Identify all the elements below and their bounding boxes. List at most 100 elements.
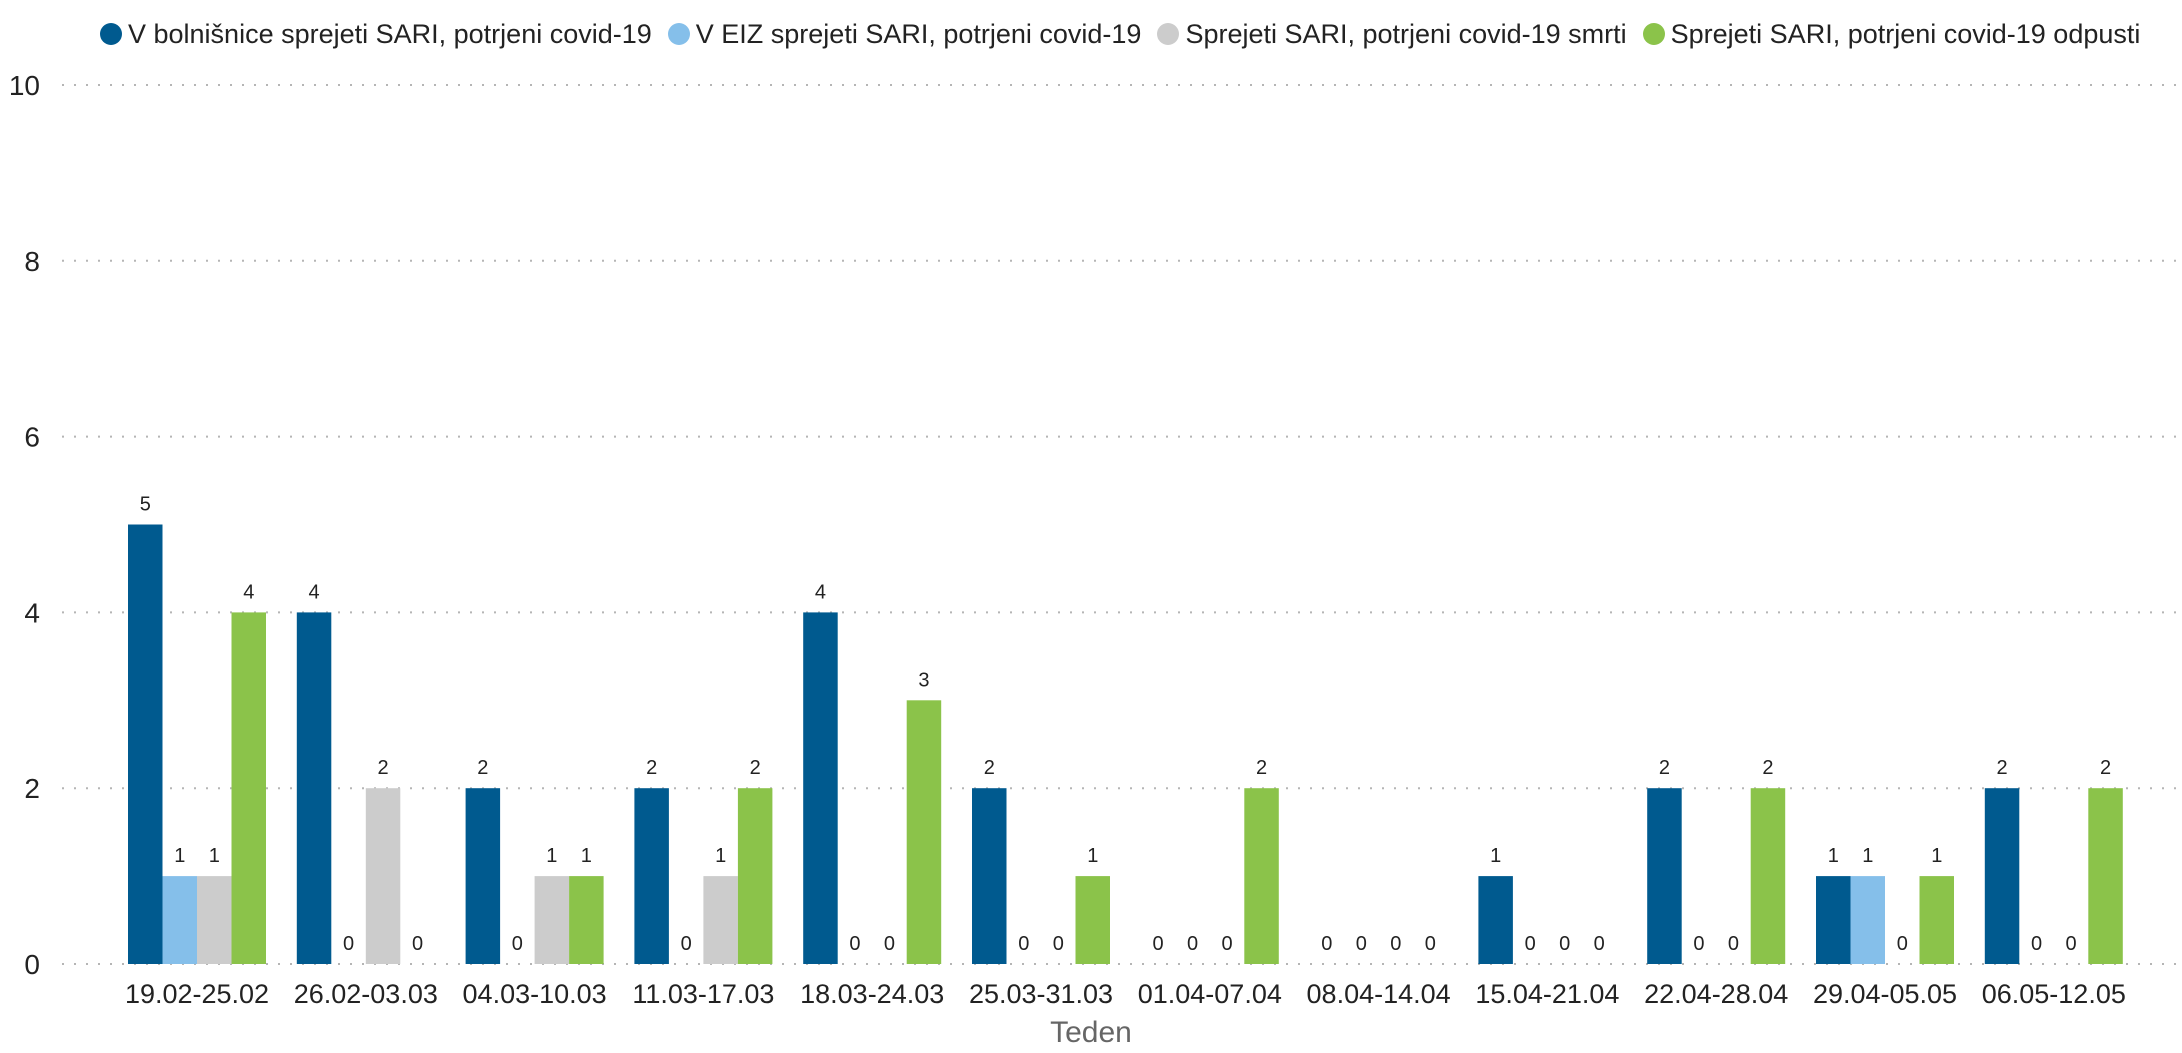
data-label-4-19.02-25.02: 4 xyxy=(243,581,254,603)
data-label-2-11.03-17.03: 0 xyxy=(681,933,692,955)
data-label-3-04.03-10.03: 1 xyxy=(546,845,557,867)
bar-4-01.04-07.04 xyxy=(1244,788,1279,964)
data-label-1-11.03-17.03: 2 xyxy=(646,757,657,779)
data-label-2-25.03-31.03: 0 xyxy=(1018,933,1029,955)
bar-3-26.02-03.03 xyxy=(365,788,401,964)
x-tick-label-08.04-14.04: 08.04-14.04 xyxy=(1307,979,1451,1009)
data-label-3-18.03-24.03: 0 xyxy=(884,933,895,955)
y-tick-label-4: 4 xyxy=(24,597,40,628)
y-tick-label-8: 8 xyxy=(24,246,40,277)
bar-3-04.03-10.03 xyxy=(534,876,570,964)
data-label-3-25.03-31.03: 0 xyxy=(1053,933,1064,955)
data-label-2-18.03-24.03: 0 xyxy=(849,933,860,955)
data-label-1-25.03-31.03: 2 xyxy=(984,757,995,779)
legend-item-series-1[interactable]: V bolnišnice sprejeti SARI, potrjeni cov… xyxy=(100,19,652,50)
bars-group xyxy=(128,524,2123,964)
x-tick-label-04.03-10.03: 04.03-10.03 xyxy=(463,979,607,1009)
x-tick-label-18.03-24.03: 18.03-24.03 xyxy=(800,979,944,1009)
data-label-1-01.04-07.04: 0 xyxy=(1152,933,1163,955)
data-label-1-18.03-24.03: 4 xyxy=(815,581,826,603)
y-tick-label-2: 2 xyxy=(24,773,40,804)
data-label-3-29.04-05.05: 0 xyxy=(1897,933,1908,955)
data-label-3-26.02-03.03: 2 xyxy=(377,757,388,779)
legend-item-series-2[interactable]: V EIZ sprejeti SARI, potrjeni covid-19 xyxy=(667,18,1142,50)
data-label-4-26.02-03.03: 0 xyxy=(412,933,423,955)
data-label-4-25.03-31.03: 1 xyxy=(1087,845,1098,867)
bar-1-19.02-25.02 xyxy=(128,524,163,964)
bar-1-06.05-12.05 xyxy=(1984,788,2020,964)
bar-1-11.03-17.03 xyxy=(634,788,669,964)
bar-1-26.02-03.03 xyxy=(296,612,332,964)
data-label-2-26.02-03.03: 0 xyxy=(343,933,354,955)
data-label-3-22.04-28.04: 0 xyxy=(1728,933,1739,955)
data-label-3-01.04-07.04: 0 xyxy=(1221,933,1232,955)
bar-2-29.04-05.05 xyxy=(1850,876,1885,964)
x-tick-label-26.02-03.03: 26.02-03.03 xyxy=(294,979,438,1009)
legend-swatch-series-4 xyxy=(1642,23,1665,45)
x-tick-label-25.03-31.03: 25.03-31.03 xyxy=(969,979,1113,1009)
x-tick-label-29.04-05.05: 29.04-05.05 xyxy=(1813,979,1957,1009)
data-label-3-11.03-17.03: 1 xyxy=(715,845,726,867)
bar-4-04.03-10.03 xyxy=(569,876,604,964)
bar-1-29.04-05.05 xyxy=(1816,876,1851,964)
data-label-2-04.03-10.03: 0 xyxy=(512,933,523,955)
data-label-4-04.03-10.03: 1 xyxy=(581,845,592,867)
data-labels-group: 5 1 1 4 4 0 2 0 2 0 1 1 2 0 1 2 4 0 0 3 2 0 0 1 0 0 0 2 0 0 0 0 1 0 0 0 2 0 0 2… xyxy=(140,494,2111,956)
bar-3-11.03-17.03 xyxy=(703,876,738,964)
data-label-2-15.04-21.04: 0 xyxy=(1525,933,1536,955)
data-label-4-15.04-21.04: 0 xyxy=(1594,933,1605,955)
bar-4-06.05-12.05 xyxy=(2088,788,2123,964)
bar-1-15.04-21.04 xyxy=(1478,876,1513,964)
data-label-3-15.04-21.04: 0 xyxy=(1559,933,1570,955)
legend-label-series-3: Sprejeti SARI, potrjeni covid-19 smrti xyxy=(1185,18,1627,49)
x-axis: 19.02-25.02 26.02-03.03 04.03-10.03 11.03-1… xyxy=(125,979,2126,1009)
bar-2-19.02-25.02 xyxy=(162,876,197,964)
legend-label-series-1: V bolnišnice sprejeti SARI, potrjeni cov… xyxy=(128,18,652,49)
data-label-3-19.02-25.02: 1 xyxy=(209,845,220,867)
data-label-2-08.04-14.04: 0 xyxy=(1356,933,1367,955)
x-axis-title: Teden xyxy=(1050,1016,1132,1049)
data-label-1-08.04-14.04: 0 xyxy=(1321,933,1332,955)
y-axis: 0 2 4 6 8 10 xyxy=(9,70,40,980)
bar-4-11.03-17.03 xyxy=(737,788,773,964)
data-label-1-26.02-03.03: 4 xyxy=(308,581,319,603)
bar-4-25.03-31.03 xyxy=(1075,876,1110,964)
legend-item-series-4[interactable]: Sprejeti SARI, potrjeni covid-19 odpusti xyxy=(1642,18,2141,50)
data-label-1-06.05-12.05: 2 xyxy=(1996,757,2007,779)
data-label-2-29.04-05.05: 1 xyxy=(1862,845,1873,867)
data-label-1-19.02-25.02: 5 xyxy=(140,494,151,516)
data-label-4-29.04-05.05: 1 xyxy=(1931,845,1942,867)
data-label-2-06.05-12.05: 0 xyxy=(2031,933,2042,955)
x-tick-label-06.05-12.05: 06.05-12.05 xyxy=(1982,979,2126,1009)
bar-4-22.04-28.04 xyxy=(1750,788,1786,964)
data-label-4-22.04-28.04: 2 xyxy=(1762,757,1773,779)
bar-3-19.02-25.02 xyxy=(197,876,232,964)
data-label-3-08.04-14.04: 0 xyxy=(1390,933,1401,955)
legend-label-series-2: V EIZ sprejeti SARI, potrjeni covid-19 xyxy=(695,18,1142,49)
legend-label-series-4: Sprejeti SARI, potrjeni covid-19 odpusti xyxy=(1670,18,2141,49)
data-label-1-15.04-21.04: 1 xyxy=(1490,845,1501,867)
bar-4-18.03-24.03 xyxy=(906,700,942,964)
bar-1-18.03-24.03 xyxy=(803,612,838,964)
data-label-4-01.04-07.04: 2 xyxy=(1256,757,1267,779)
x-tick-label-15.04-21.04: 15.04-21.04 xyxy=(1475,979,1619,1009)
data-label-3-06.05-12.05: 0 xyxy=(2065,933,2076,955)
y-tick-label-10: 10 xyxy=(9,70,40,101)
chart-legend: V bolnišnice sprejeti SARI, potrjeni cov… xyxy=(100,14,2140,54)
x-tick-label-22.04-28.04: 22.04-28.04 xyxy=(1644,979,1788,1009)
bar-1-04.03-10.03 xyxy=(465,788,501,964)
bar-4-29.04-05.05 xyxy=(1919,876,1954,964)
x-tick-label-11.03-17.03: 11.03-17.03 xyxy=(632,979,774,1009)
legend-item-series-3[interactable]: Sprejeti SARI, potrjeni covid-19 smrti xyxy=(1157,18,1627,50)
x-tick-label-19.02-25.02: 19.02-25.02 xyxy=(125,979,269,1009)
x-tick-label-01.04-07.04: 01.04-07.04 xyxy=(1138,979,1282,1009)
bar-1-25.03-31.03 xyxy=(972,788,1007,964)
data-label-4-06.05-12.05: 2 xyxy=(2100,757,2111,779)
legend-swatch-series-1 xyxy=(100,23,122,45)
data-label-2-22.04-28.04: 0 xyxy=(1693,933,1704,955)
data-label-1-04.03-10.03: 2 xyxy=(477,757,488,779)
data-label-4-11.03-17.03: 2 xyxy=(750,757,761,779)
bar-1-22.04-28.04 xyxy=(1647,788,1682,964)
data-label-1-22.04-28.04: 2 xyxy=(1659,757,1670,779)
